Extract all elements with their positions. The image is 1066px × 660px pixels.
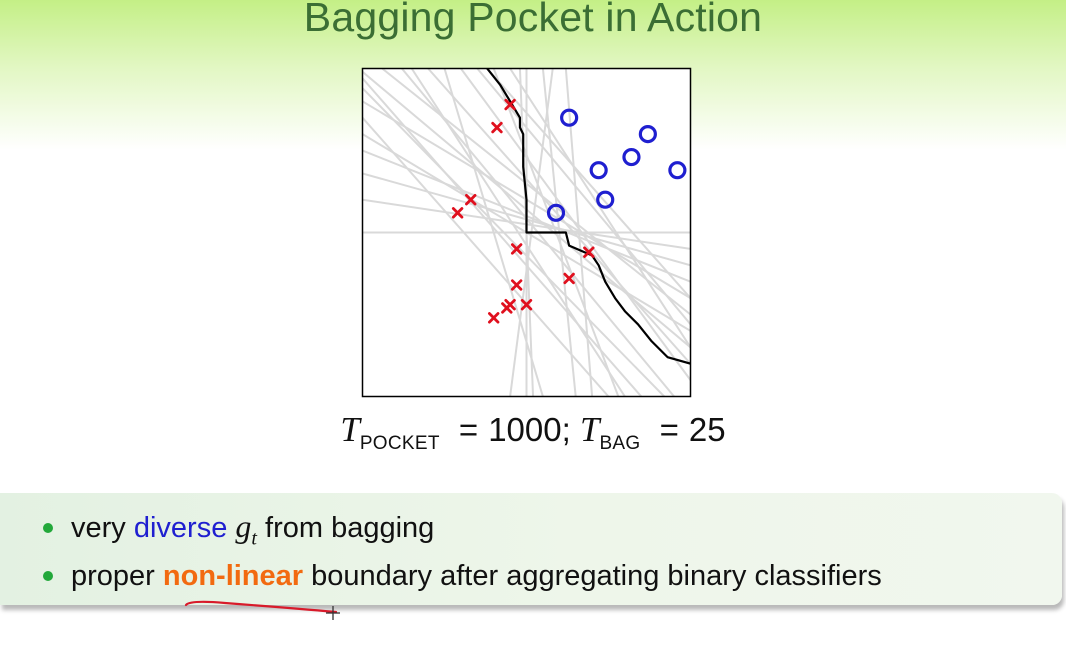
cross-marker (504, 98, 516, 111)
formula-val2: 25 (688, 411, 726, 448)
cross-marker (510, 243, 523, 255)
bullet-2-post: boundary after aggregating binary classi… (303, 560, 882, 592)
cross-marker (510, 279, 523, 291)
cross-marker (491, 121, 503, 134)
weak-boundary-line (362, 117, 610, 397)
weak-boundary-line (362, 77, 643, 397)
circle-marker (622, 147, 641, 167)
weak-boundary-line (410, 68, 626, 397)
aggregate-boundary-line (486, 68, 691, 365)
formula-eq1: = (458, 411, 479, 448)
formula-sub1: POCKET (359, 433, 440, 454)
circle-marker (596, 190, 615, 209)
cross-marker (488, 312, 500, 324)
formula: TPOCKET = 1000; TBAG = 25 (0, 410, 1066, 454)
bullet-1-g: gt (235, 508, 257, 549)
cross-marker (501, 302, 513, 314)
bullet-item-1: very diverse gt from bagging (43, 508, 1043, 550)
bullet-1-post: from bagging (256, 512, 435, 544)
bullet-box (0, 493, 1062, 605)
cross-marker (583, 246, 595, 258)
cross-marker (563, 272, 575, 285)
weak-boundary-line (509, 68, 691, 348)
cursor-crosshair-icon (326, 606, 340, 620)
circle-marker (638, 124, 657, 144)
bullet-2-pre: proper (71, 560, 163, 592)
circle-marker (546, 203, 566, 222)
formula-val1: 1000; (488, 411, 571, 448)
bullet-2-highlight: non-linear (162, 560, 304, 592)
pen-underline-stroke (184, 600, 338, 614)
formula-t1: T (340, 410, 360, 449)
cross-marker (465, 194, 477, 206)
plot-frame (361, 67, 692, 398)
formula-sub2: BAG (599, 433, 641, 454)
bullet-1-g-symbol: g (235, 508, 252, 544)
weak-boundary-line (362, 87, 665, 397)
weak-boundary-line (460, 68, 691, 381)
bullet-item-2: proper non-linear boundary after aggrega… (43, 560, 1043, 593)
bullet-dot-icon (43, 523, 53, 533)
weak-boundary-line (427, 68, 691, 365)
plot-svg (361, 67, 692, 398)
weak-boundary-line (381, 68, 691, 316)
bullet-1-g-subscript: t (251, 527, 257, 550)
slide-title: Bagging Pocket in Action (303, 0, 763, 40)
circle-marker (560, 108, 579, 127)
circle-marker (589, 161, 608, 180)
scatter-plot (361, 67, 692, 398)
weak-boundary-line (476, 68, 691, 325)
circle-marker (668, 161, 687, 180)
cross-marker (520, 298, 533, 311)
bullet-dot-icon (43, 571, 53, 581)
formula-eq2: = (659, 411, 679, 448)
cross-marker (451, 207, 464, 219)
bullet-1-pre: very (71, 512, 134, 544)
formula-t2: T (579, 410, 600, 449)
bullet-1-highlight: diverse (133, 512, 228, 544)
